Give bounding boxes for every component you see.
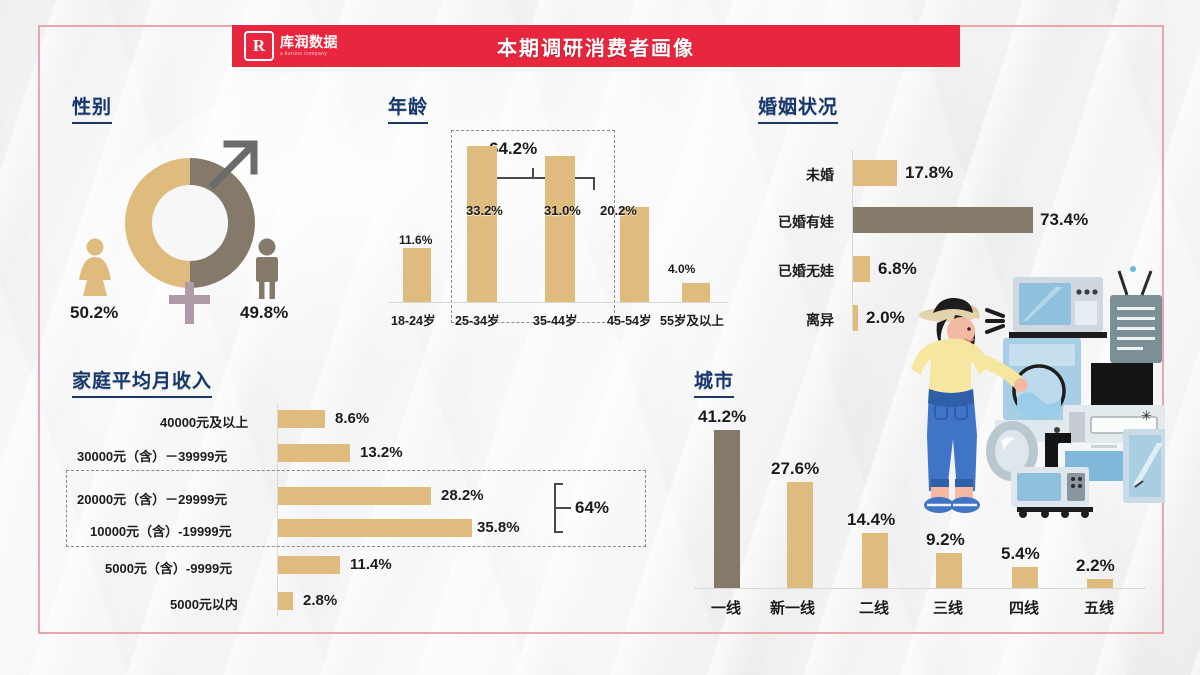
income-highlight-box [66, 470, 646, 547]
city-value-tier2: 14.4% [847, 510, 896, 529]
age-bracket-value: 64.2% [489, 139, 538, 158]
income-bar-5000-9999 [278, 556, 340, 574]
income-value-30000-39999: 13.2% [360, 444, 403, 461]
income-value-20000-29999: 28.2% [441, 487, 484, 504]
age-cat-25-34: 25-34岁 [455, 314, 500, 328]
marital-bar-married-no-kids [853, 256, 870, 282]
income-value-5000-9999: 11.4% [350, 556, 392, 573]
female-figure-icon [79, 238, 111, 296]
city-bar-tier5 [1087, 579, 1113, 588]
marital-value-unmarried: 17.8% [905, 163, 954, 182]
section-title-city: 城市 [694, 366, 735, 398]
male-figure-icon [256, 238, 278, 299]
city-bar-tier1 [714, 430, 740, 588]
logo-mark-icon: R [244, 31, 274, 61]
age-cat-55-plus: 55岁及以上 [660, 314, 724, 328]
marital-bar-divorced [853, 305, 858, 331]
logo-name-cn: 库润数据 [280, 34, 338, 50]
income-cat-30000-39999: 30000元（含）－39999元 [77, 449, 228, 464]
logo-name-en: a kuruns company [280, 51, 328, 57]
income-cat-5000-9999: 5000元（含）-9999元 [105, 561, 233, 576]
city-value-tier1: 41.2% [698, 407, 747, 426]
city-axis [694, 588, 1146, 589]
donut-hole [152, 185, 228, 261]
age-cat-35-44: 35-44岁 [533, 314, 578, 328]
income-cat-under-5000: 5000元以内 [170, 597, 238, 612]
section-title-age: 年龄 [388, 92, 429, 124]
city-value-tier3: 9.2% [926, 530, 965, 549]
age-value-45-54: 20.2% [600, 203, 637, 218]
age-value-25-34: 33.2% [466, 203, 503, 218]
age-value-55-plus: 4.0% [668, 262, 696, 276]
marital-bar-unmarried [853, 160, 897, 186]
section-title-income: 家庭平均月收入 [72, 366, 213, 398]
section-title-gender: 性别 [72, 92, 113, 124]
gender-male-value: 49.8% [240, 303, 289, 322]
marital-cat-divorced: 离异 [806, 312, 834, 328]
svg-text:✳: ✳ [1141, 408, 1152, 423]
female-cross-icon [169, 282, 210, 324]
age-highlight-box [451, 130, 615, 323]
age-bar-45-54 [620, 207, 649, 302]
marital-axis [852, 150, 853, 330]
age-value-35-44: 31.0% [544, 203, 581, 218]
age-cat-45-54: 45-54岁 [607, 314, 652, 328]
city-bar-tier2 [862, 533, 888, 588]
age-bar-25-34 [467, 146, 497, 302]
income-cat-10000-19999: 10000元（含）-19999元 [90, 524, 232, 539]
male-arrow-icon [208, 140, 258, 190]
gender-female-value: 50.2% [70, 303, 119, 322]
city-value-tier5: 2.2% [1076, 556, 1115, 575]
age-value-18-24: 11.6% [399, 233, 433, 247]
income-bar-under-5000 [278, 592, 293, 610]
income-cat-40000-plus: 40000元及以上 [160, 415, 249, 430]
section-title-marital: 婚姻状况 [758, 92, 839, 124]
city-cat-new-tier1: 新一线 [770, 600, 816, 617]
income-value-under-5000: 2.8% [303, 592, 338, 609]
income-bar-40000-plus [278, 410, 325, 428]
city-value-new-tier1: 27.6% [771, 459, 820, 478]
appliance-shopper-illustration: ✳ [911, 266, 1165, 518]
income-cat-20000-29999: 20000元（含）－29999元 [77, 492, 228, 507]
income-bar-30000-39999 [278, 444, 350, 462]
page-title: 本期调研消费者画像 [497, 37, 695, 60]
marital-cat-married-no-kids: 已婚无娃 [778, 263, 834, 279]
logo: R 库润数据 a kuruns company [244, 31, 338, 61]
header-bar: 本期调研消费者画像 R 库润数据 a kuruns company [232, 25, 960, 67]
age-bar-55-plus [682, 283, 710, 302]
age-bar-18-24 [403, 248, 431, 302]
income-axis [277, 404, 278, 616]
marital-bar-married-with-kids [853, 207, 1033, 233]
income-bracket-value: 64% [575, 498, 610, 517]
woman-figure [911, 297, 1028, 513]
city-cat-tier2: 二线 [859, 600, 890, 617]
city-cat-tier1: 一线 [711, 600, 742, 617]
income-bracket-icon [554, 483, 571, 533]
marital-cat-unmarried: 未婚 [806, 167, 834, 183]
marital-value-married-no-kids: 6.8% [878, 259, 917, 278]
marital-cat-married-with-kids: 已婚有娃 [778, 214, 834, 230]
city-bar-tier4 [1012, 567, 1038, 588]
city-value-tier4: 5.4% [1001, 544, 1040, 563]
age-axis [388, 302, 728, 303]
age-bar-35-44 [545, 156, 575, 302]
city-cat-tier4: 四线 [1009, 600, 1040, 617]
marital-value-married-with-kids: 73.4% [1040, 210, 1089, 229]
marital-value-divorced: 2.0% [866, 308, 905, 327]
income-value-40000-plus: 8.6% [335, 410, 370, 427]
income-value-10000-19999: 35.8% [477, 519, 520, 536]
gender-donut-chart [125, 158, 255, 288]
city-bar-tier3 [936, 553, 962, 588]
income-bar-20000-29999 [278, 487, 431, 505]
city-cat-tier3: 三线 [933, 600, 964, 617]
city-bar-new-tier1 [787, 482, 813, 588]
income-bar-10000-19999 [278, 519, 472, 537]
city-cat-tier5: 五线 [1084, 600, 1115, 617]
age-cat-18-24: 18-24岁 [391, 314, 436, 328]
